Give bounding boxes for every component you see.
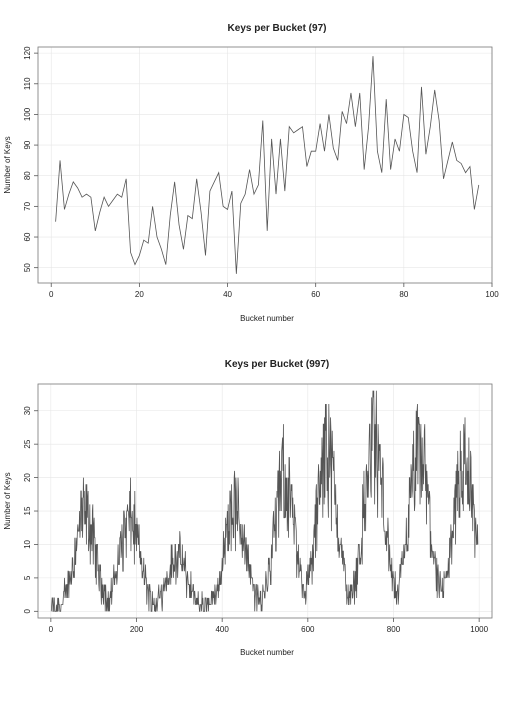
x-tick-label: 600 xyxy=(301,625,315,634)
x-axis-label: Bucket number xyxy=(240,314,294,323)
series-line xyxy=(55,56,480,274)
y-tick-label: 5 xyxy=(23,575,32,580)
y-tick-label: 100 xyxy=(23,107,32,121)
x-tick-label: 80 xyxy=(399,290,408,299)
y-tick-label: 10 xyxy=(23,539,32,548)
x-tick-label: 100 xyxy=(485,290,499,299)
y-tick-label: 70 xyxy=(23,201,32,210)
y-tick-label: 50 xyxy=(23,263,32,272)
y-tick-label: 25 xyxy=(23,439,32,448)
chart-title: Keys per Bucket (97) xyxy=(228,23,327,34)
x-axis-label: Bucket number xyxy=(240,648,294,657)
y-tick-label: 15 xyxy=(23,506,32,515)
x-tick-label: 0 xyxy=(49,625,54,634)
x-tick-label: 60 xyxy=(311,290,320,299)
y-tick-label: 120 xyxy=(23,46,32,60)
y-axis-label: Number of Keys xyxy=(3,472,12,529)
plot-frame xyxy=(37,383,493,619)
y-tick-label: 30 xyxy=(23,406,32,415)
chart-title: Keys per Bucket (997) xyxy=(225,359,330,370)
x-tick-label: 400 xyxy=(215,625,229,634)
y-tick-label: 60 xyxy=(23,232,32,241)
x-tick-label: 20 xyxy=(135,290,144,299)
y-tick-label: 80 xyxy=(23,171,32,180)
x-tick-label: 40 xyxy=(223,290,232,299)
series-line xyxy=(50,390,479,612)
y-tick-label: 20 xyxy=(23,473,32,482)
y-tick-label: 0 xyxy=(23,609,32,614)
y-tick-label: 90 xyxy=(23,140,32,149)
plot-frame xyxy=(37,46,493,284)
chart-panel-1: 0 20 40 60 80 100 50 60 70 80 90 100 110 120 Keys per … xyxy=(3,23,499,323)
x-tick-label: 800 xyxy=(387,625,401,634)
y-tick-label: 110 xyxy=(23,77,32,90)
x-tick-label: 0 xyxy=(49,290,54,299)
y-axis-label: Number of Keys xyxy=(3,136,12,193)
x-tick-label: 200 xyxy=(130,625,144,634)
x-tick-label: 1000 xyxy=(470,625,488,634)
chart-panel-2: 0 200 400 600 800 1000 0 5 10 15 20 25 30 Keys per Bu… xyxy=(3,359,493,657)
